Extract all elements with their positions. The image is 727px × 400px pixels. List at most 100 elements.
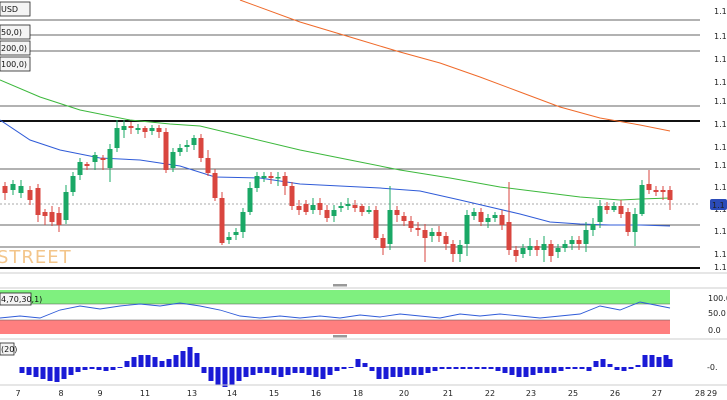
current-price-marker — [710, 199, 727, 210]
bearish-candle — [646, 184, 652, 190]
histogram-bar — [299, 367, 305, 373]
histogram-bar — [89, 367, 95, 369]
bearish-candle — [534, 246, 540, 250]
bearish-candle — [49, 212, 55, 222]
histogram-bar — [404, 367, 410, 375]
bearish-candle — [219, 198, 225, 243]
histogram-bar — [488, 367, 494, 369]
histogram-bar — [54, 367, 60, 382]
histogram-bar — [103, 367, 109, 371]
bullish-candle — [611, 206, 617, 210]
bearish-candle — [163, 132, 169, 170]
price-tick-label: 1.1 — [714, 78, 727, 87]
date-tick-label: 25 — [568, 389, 578, 398]
bullish-candle — [135, 128, 141, 130]
histogram-bar — [264, 367, 270, 373]
histogram-bar — [656, 357, 662, 367]
histogram-bar — [411, 367, 417, 375]
bullish-candle — [492, 215, 498, 218]
oversold-zone — [0, 320, 670, 334]
price-tick-label: 1.1 — [714, 97, 727, 106]
histogram-bar — [285, 367, 291, 375]
bearish-candle — [128, 126, 134, 128]
price-axis-bg — [700, 0, 727, 273]
date-tick-label: 8 — [58, 389, 63, 398]
panel-resize-handle[interactable] — [333, 284, 347, 287]
histogram-bar — [271, 367, 277, 375]
histogram-bar — [131, 357, 137, 367]
bearish-candle — [282, 176, 288, 186]
sma200-label: 200,0) — [1, 44, 27, 53]
bearish-candle — [653, 190, 659, 192]
histogram-bar — [236, 367, 242, 381]
bearish-candle — [156, 128, 162, 132]
date-tick-label: 7 — [15, 389, 20, 398]
date-tick-label: 22 — [485, 389, 495, 398]
histogram-bar — [600, 359, 606, 367]
date-tick-label: 28 — [695, 389, 705, 398]
histogram-bar — [124, 361, 130, 367]
date-tick-label: 14 — [227, 389, 237, 398]
histogram-bar — [495, 367, 501, 371]
histogram-bar — [551, 367, 557, 373]
histogram-bar — [194, 353, 200, 367]
bullish-candle — [632, 214, 638, 232]
histogram-bar — [621, 367, 627, 371]
panel-resize-handle[interactable] — [333, 335, 347, 338]
stoch-tick-label: 0.0 — [708, 326, 721, 335]
bearish-candle — [352, 205, 358, 208]
bearish-candle — [205, 158, 211, 173]
histogram-bar — [425, 367, 431, 373]
bullish-candle — [177, 148, 183, 152]
histogram-bar — [61, 367, 67, 379]
bullish-candle — [569, 240, 575, 244]
histogram-bar — [159, 361, 165, 367]
histogram-bar — [523, 367, 529, 377]
histogram-bar — [173, 355, 179, 367]
bullish-candle — [107, 149, 113, 168]
stoch-label: 4,70,30,1) — [1, 295, 42, 304]
bullish-candle — [184, 145, 190, 147]
bearish-candle — [604, 206, 610, 210]
bullish-candle — [310, 205, 316, 210]
histogram-bar — [33, 367, 39, 377]
histogram-bar — [432, 367, 438, 371]
bullish-candle — [331, 210, 337, 216]
date-tick-label: 29 — [707, 389, 717, 398]
histogram-bar — [110, 367, 116, 370]
bullish-candle — [639, 185, 645, 214]
bearish-candle — [380, 238, 386, 248]
price-tick-label: 1.1 — [714, 227, 727, 236]
histogram-bar — [558, 367, 564, 371]
histogram-bar — [593, 361, 599, 367]
osc-label: (20) — [1, 345, 17, 354]
histogram-bar — [383, 367, 389, 379]
bullish-candle — [429, 232, 435, 236]
bearish-candle — [576, 240, 582, 244]
bullish-candle — [541, 244, 547, 250]
bullish-candle — [149, 128, 155, 131]
histogram-bar — [453, 367, 459, 369]
date-tick-label: 15 — [269, 389, 279, 398]
price-tick-label: 1.1 — [714, 161, 727, 170]
price-tick-label: 1.1 — [714, 120, 727, 129]
symbol-label-box — [0, 1, 31, 17]
date-tick-label: 18 — [353, 389, 363, 398]
bearish-candle — [198, 138, 204, 158]
sma50-label-box — [0, 24, 31, 40]
histogram-bar — [474, 367, 480, 369]
histogram-bar — [47, 367, 53, 381]
histogram-bar — [376, 367, 382, 379]
bullish-candle — [261, 176, 267, 178]
bearish-candle — [42, 212, 48, 216]
bearish-candle — [324, 210, 330, 218]
sma200-label-box — [0, 40, 31, 56]
sma100-line — [0, 79, 671, 201]
bullish-candle — [471, 212, 477, 216]
bearish-candle — [56, 213, 62, 225]
bearish-candle — [212, 173, 218, 198]
bearish-candle — [422, 230, 428, 238]
bearish-candle — [289, 186, 295, 206]
bearish-candle — [478, 212, 484, 222]
histogram-bar — [502, 367, 508, 373]
